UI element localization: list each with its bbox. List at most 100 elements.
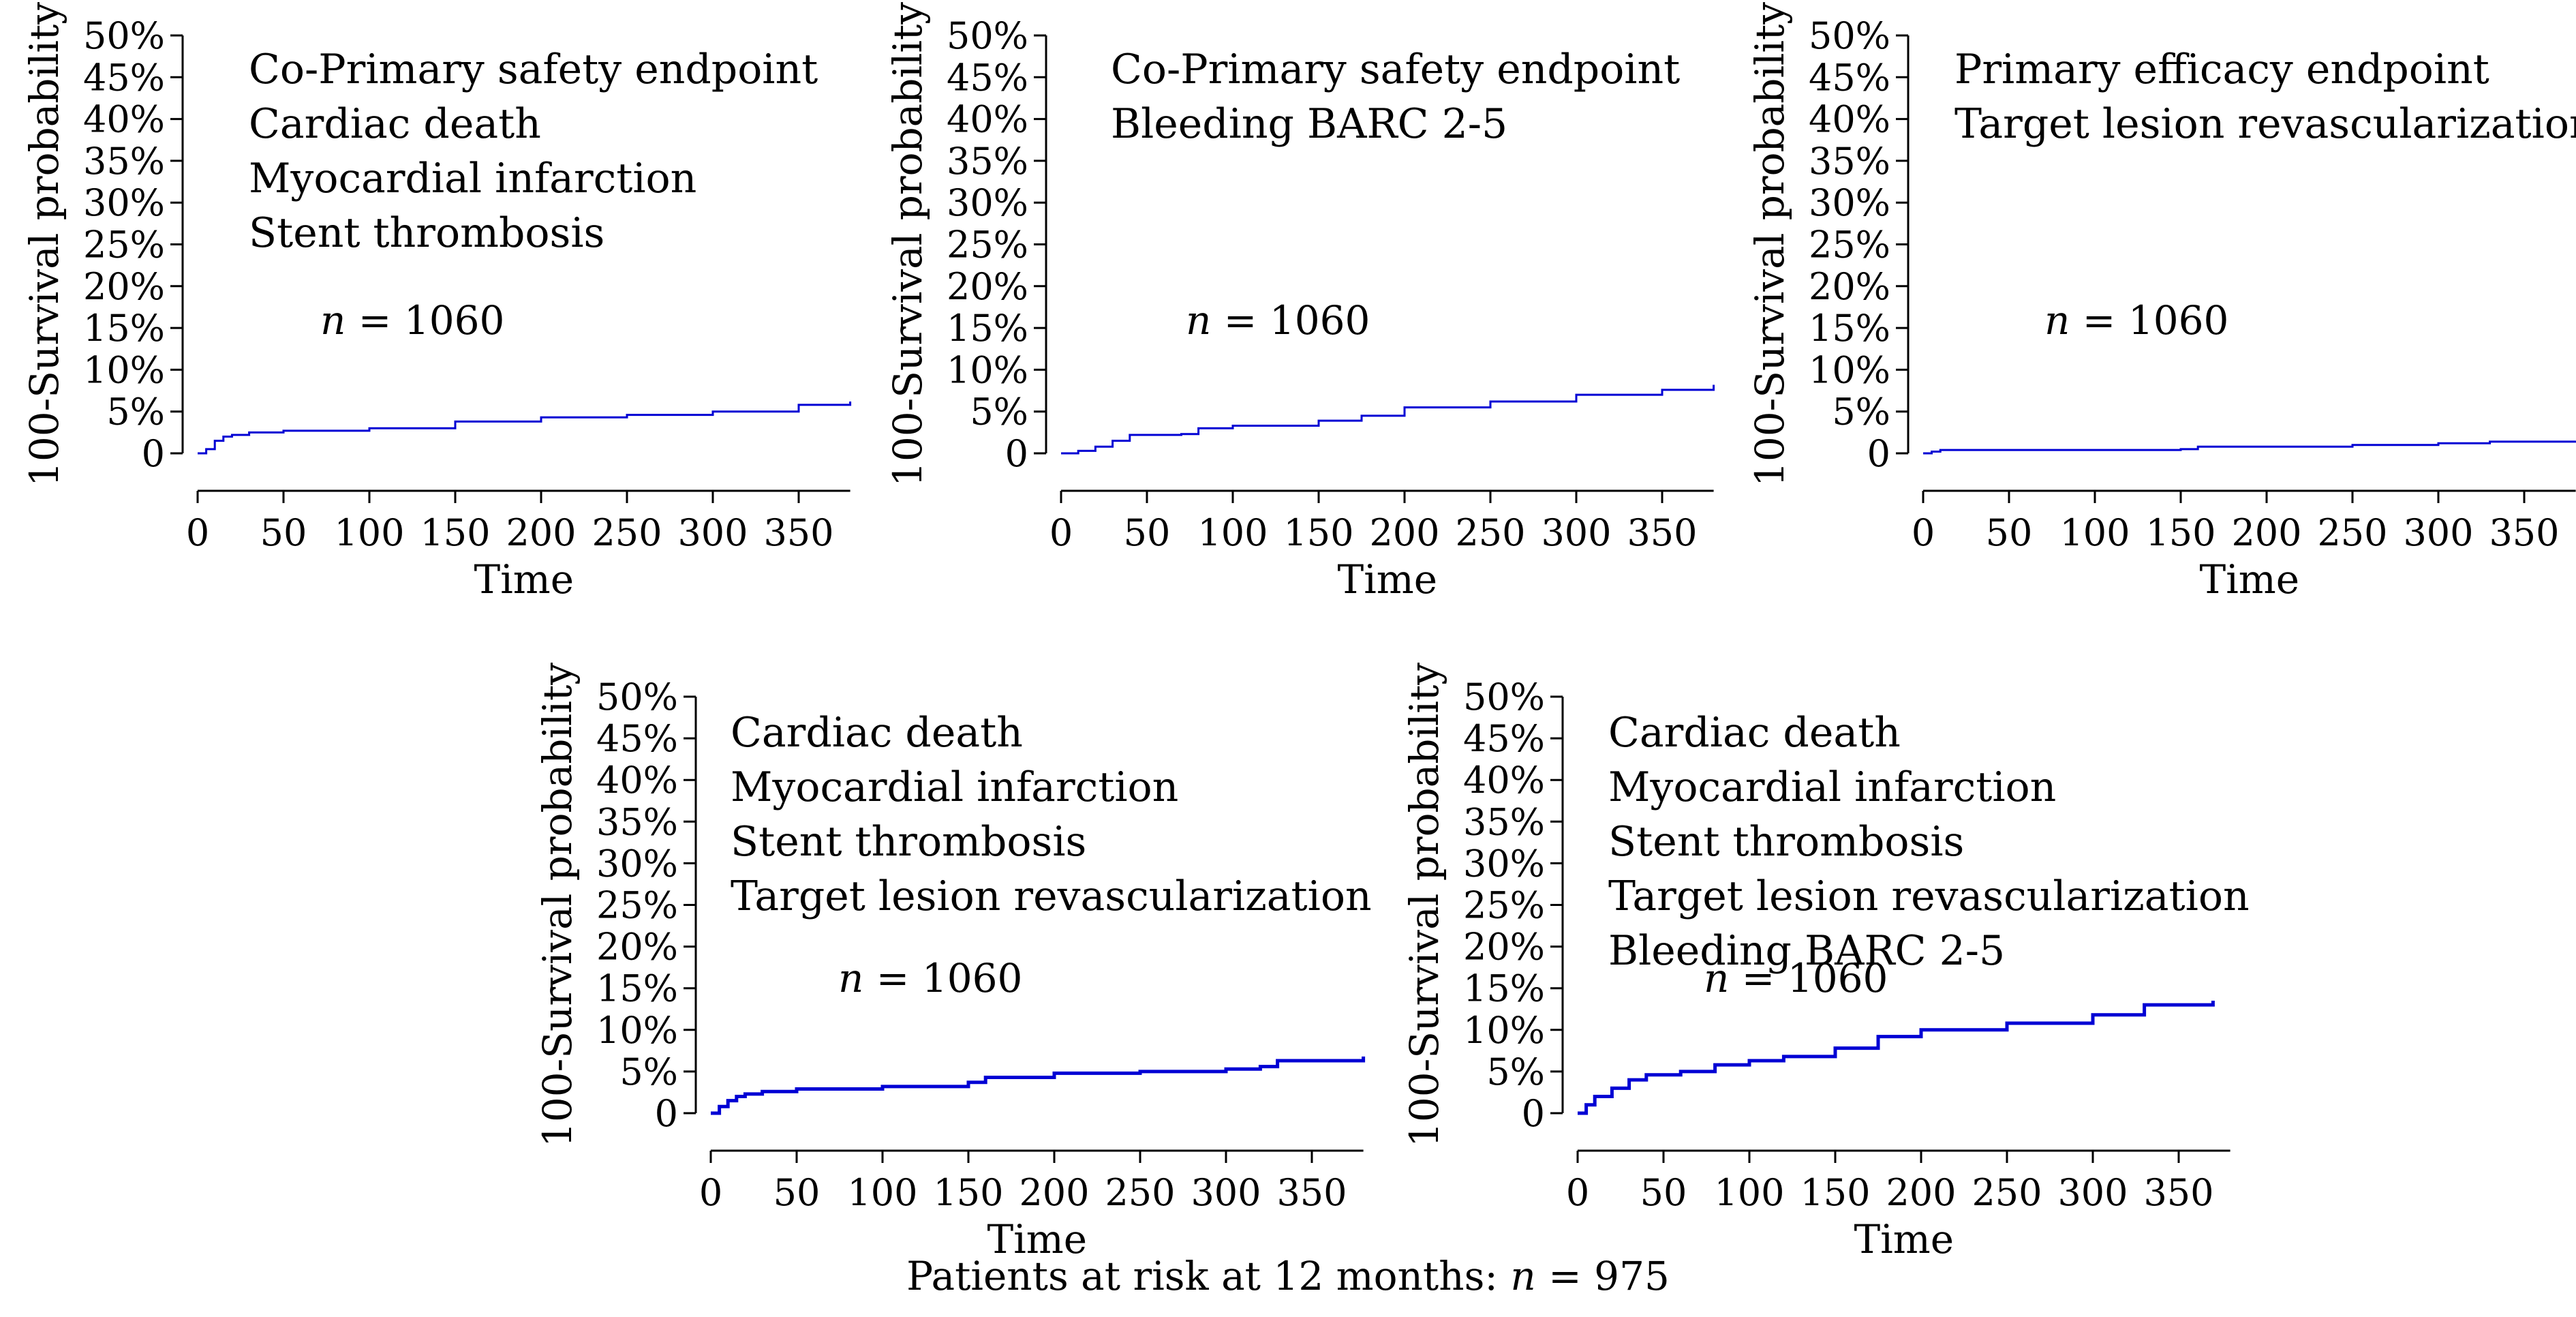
endpoint-label: Primary efficacy endpoint <box>1954 46 2489 93</box>
y-tick-label: 40% <box>1809 98 1890 141</box>
y-tick-label: 50% <box>1463 676 1545 718</box>
endpoint-label: Cardiac death <box>249 100 541 148</box>
km-panel-2: 05%10%15%20%25%30%35%40%45%50%100-Surviv… <box>885 2 1715 603</box>
y-tick-label: 50% <box>83 14 165 57</box>
y-tick-label: 0 <box>1005 432 1028 475</box>
n-annotation: n = 1060 <box>320 297 504 344</box>
x-tick-label: 150 <box>420 511 490 554</box>
y-tick-label: 0 <box>1867 432 1890 475</box>
y-tick-label: 10% <box>1809 348 1890 391</box>
x-tick-label: 50 <box>1640 1171 1687 1214</box>
x-tick-label: 250 <box>592 511 662 554</box>
x-tick-label: 0 <box>1912 511 1935 554</box>
y-tick-label: 35% <box>947 140 1028 183</box>
y-tick-label: 30% <box>596 842 678 885</box>
footer-note: Patients at risk at 12 months: n = 975 <box>0 1253 2576 1299</box>
x-tick-label: 350 <box>1276 1171 1347 1214</box>
x-tick-label: 100 <box>2059 511 2130 554</box>
x-tick-label: 50 <box>773 1171 821 1214</box>
y-tick-label: 30% <box>1463 842 1545 885</box>
y-tick-label: 20% <box>596 926 678 969</box>
x-tick-label: 50 <box>1124 511 1171 554</box>
cumulative-incidence-curve <box>1578 1001 2215 1115</box>
x-axis-title: Time <box>1854 1216 1954 1262</box>
y-tick-label: 40% <box>596 759 678 802</box>
y-tick-label: 50% <box>596 676 678 718</box>
y-tick-label: 40% <box>947 98 1028 141</box>
endpoint-label: Bleeding BARC 2-5 <box>1608 927 2005 975</box>
y-tick-label: 15% <box>1809 307 1890 350</box>
y-tick-label: 10% <box>596 1009 678 1052</box>
cumulative-incidence-curve <box>1923 440 2576 455</box>
x-tick-label: 250 <box>1455 511 1525 554</box>
endpoint-label: Target lesion revascularization <box>1608 873 2250 920</box>
cumulative-incidence-curve <box>711 1056 1366 1115</box>
y-axis-title: 100-Survival probability <box>534 663 581 1147</box>
x-tick-label: 300 <box>1541 511 1611 554</box>
y-axis-title: 100-Survival probability <box>21 2 67 487</box>
y-tick-label: 25% <box>1809 224 1890 267</box>
endpoint-label: Cardiac death <box>1608 709 1901 757</box>
x-tick-label: 100 <box>1714 1171 1784 1214</box>
y-tick-label: 40% <box>83 98 165 141</box>
x-tick-label: 150 <box>1800 1171 1870 1214</box>
endpoint-label: Stent thrombosis <box>249 209 604 257</box>
x-tick-label: 350 <box>1627 511 1697 554</box>
y-tick-label: 35% <box>596 800 678 843</box>
x-tick-label: 300 <box>677 511 748 554</box>
x-tick-label: 150 <box>933 1171 1003 1214</box>
km-panel-5: 05%10%15%20%25%30%35%40%45%50%100-Surviv… <box>1401 663 2250 1262</box>
y-tick-label: 0 <box>1522 1092 1545 1135</box>
y-tick-label: 0 <box>142 432 165 475</box>
x-tick-label: 200 <box>1369 511 1439 554</box>
x-tick-label: 200 <box>1019 1171 1089 1214</box>
y-tick-label: 35% <box>1809 140 1890 183</box>
x-tick-label: 250 <box>2317 511 2387 554</box>
endpoint-label: Bleeding BARC 2-5 <box>1111 100 1507 148</box>
y-tick-label: 10% <box>1463 1009 1545 1052</box>
y-tick-label: 35% <box>1463 800 1545 843</box>
y-axis-title: 100-Survival probability <box>1747 2 1793 487</box>
y-tick-label: 20% <box>1809 265 1890 308</box>
y-tick-label: 20% <box>947 265 1028 308</box>
y-axis-title: 100-Survival probability <box>885 2 931 487</box>
y-tick-label: 45% <box>947 56 1028 99</box>
y-axis-title: 100-Survival probability <box>1401 663 1447 1147</box>
endpoint-label: Stent thrombosis <box>1608 818 1964 866</box>
y-tick-label: 5% <box>619 1050 678 1093</box>
cumulative-incidence-curve <box>1061 384 1715 455</box>
endpoint-label: Myocardial infarction <box>1608 763 2056 811</box>
y-tick-label: 35% <box>83 140 165 183</box>
y-tick-label: 20% <box>83 265 165 308</box>
km-panel-1: 05%10%15%20%25%30%35%40%45%50%100-Surviv… <box>21 2 852 603</box>
km-panel-3: 05%10%15%20%25%30%35%40%45%50%100-Surviv… <box>1747 2 2576 603</box>
x-tick-label: 0 <box>186 511 209 554</box>
y-tick-label: 40% <box>1463 759 1545 802</box>
n-annotation: n = 1060 <box>2044 297 2228 344</box>
y-tick-label: 30% <box>83 181 165 224</box>
x-tick-label: 300 <box>2057 1171 2128 1214</box>
endpoint-label: Myocardial infarction <box>731 763 1178 811</box>
endpoint-label: Stent thrombosis <box>731 818 1086 866</box>
y-tick-label: 5% <box>970 391 1028 434</box>
y-tick-label: 5% <box>1486 1050 1545 1093</box>
endpoint-label: Target lesion revascularization <box>1954 100 2576 148</box>
y-tick-label: 45% <box>1809 56 1890 99</box>
y-tick-label: 10% <box>83 348 165 391</box>
y-tick-label: 15% <box>83 307 165 350</box>
x-tick-label: 0 <box>699 1171 722 1214</box>
endpoint-label: Target lesion revascularization <box>731 873 1372 920</box>
n-annotation: n = 1060 <box>1186 297 1370 344</box>
x-tick-label: 200 <box>1886 1171 1956 1214</box>
x-tick-label: 100 <box>847 1171 917 1214</box>
x-tick-label: 200 <box>2231 511 2301 554</box>
x-axis-title: Time <box>2200 556 2300 603</box>
y-tick-label: 25% <box>1463 884 1545 927</box>
x-tick-label: 350 <box>2489 511 2559 554</box>
y-tick-label: 15% <box>1463 967 1545 1010</box>
x-tick-label: 0 <box>1566 1171 1589 1214</box>
x-tick-label: 0 <box>1049 511 1073 554</box>
cumulative-incidence-curve <box>198 401 852 455</box>
x-tick-label: 350 <box>2143 1171 2213 1214</box>
y-tick-label: 5% <box>106 391 165 434</box>
